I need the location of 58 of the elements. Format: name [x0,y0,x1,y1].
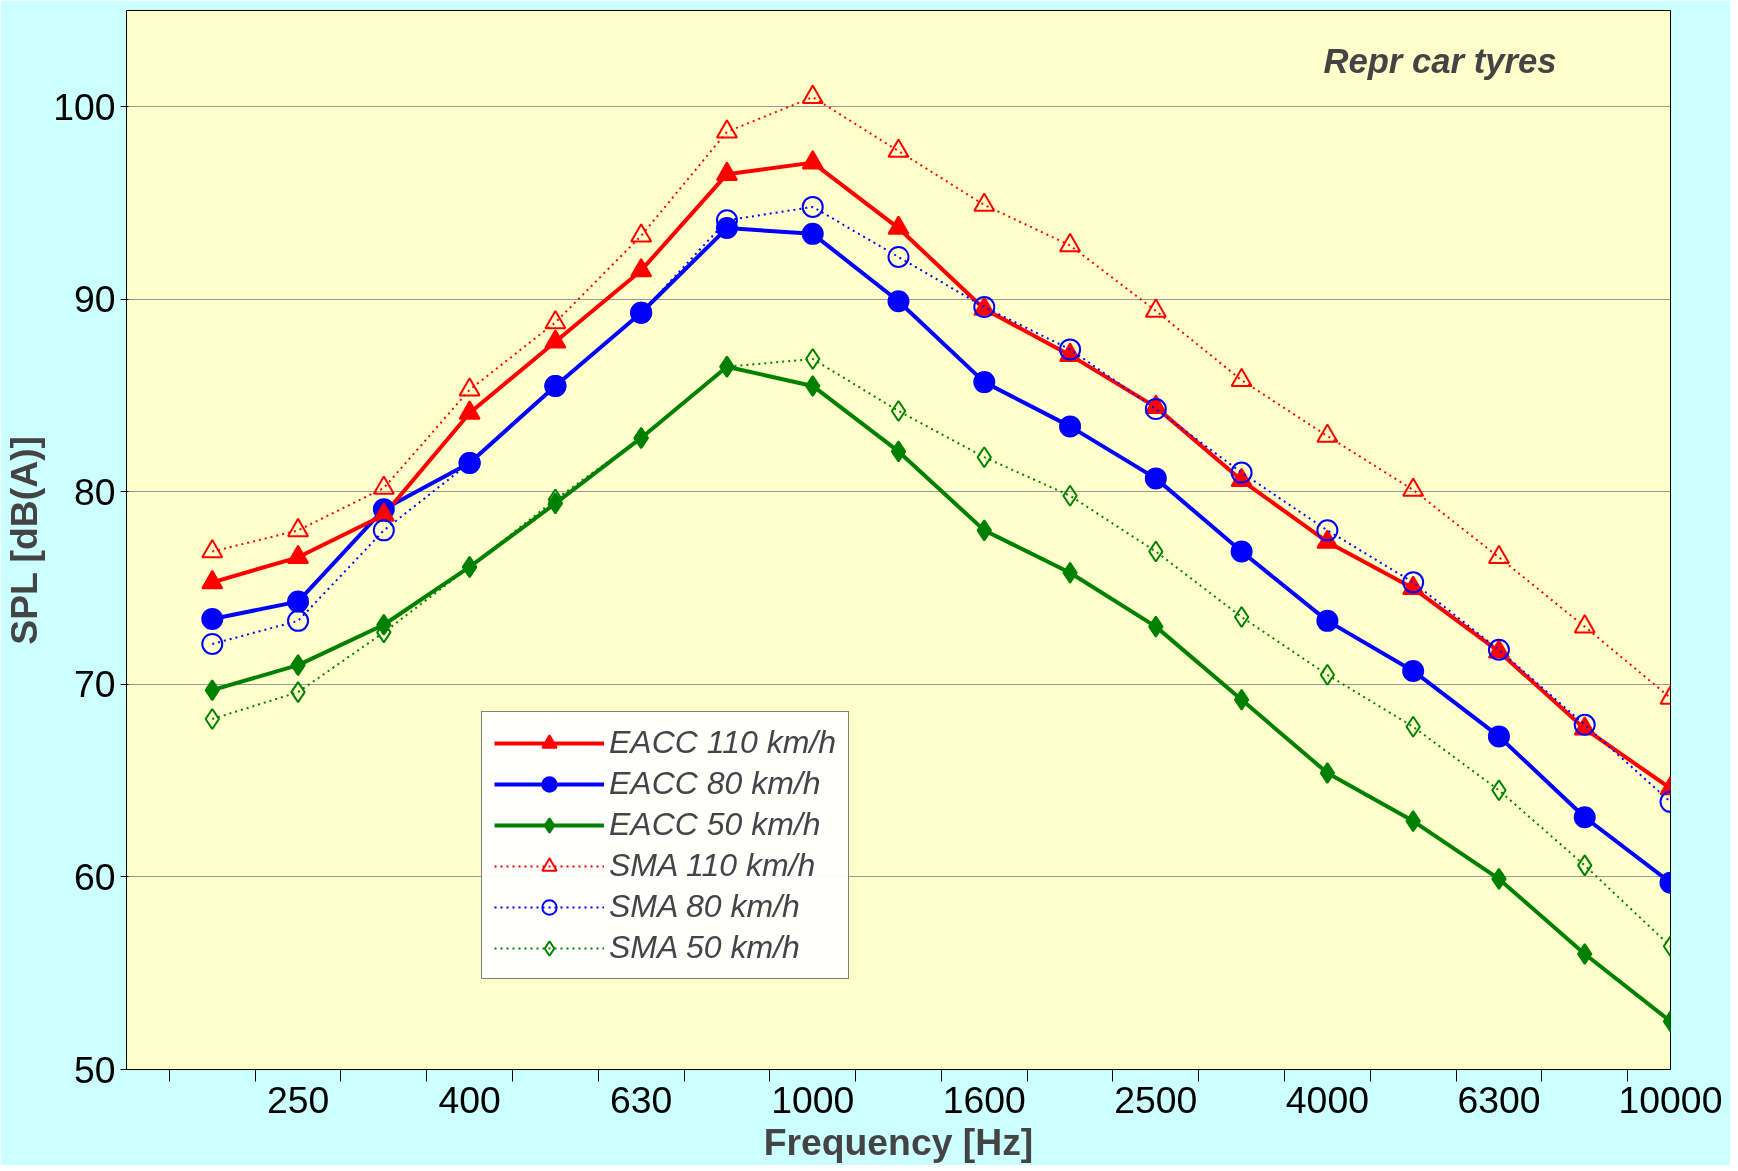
point [1059,415,1082,438]
point [1233,688,1250,711]
x-tick-label: 4000 [1285,1078,1369,1121]
point [1487,725,1510,748]
legend-label: EACC 80 km/h [609,765,821,802]
point [801,150,824,170]
x-tick-label: 2500 [1114,1078,1198,1121]
x-tick-label: 630 [610,1078,673,1121]
point [1316,609,1339,632]
point [887,245,910,268]
y-tick-label: 80 [73,470,116,513]
point [1573,806,1596,829]
x-tick-label: 10000 [1618,1078,1723,1121]
point [887,138,910,158]
point [1144,467,1167,490]
point [1059,232,1082,253]
point [1230,461,1253,484]
point [890,440,907,463]
y-tick-label: 60 [73,855,116,898]
point [973,371,996,394]
legend-label: EACC 110 km/h [609,724,837,761]
legend-label: SMA 110 km/h [609,847,816,884]
x-tick-label: 1000 [771,1078,855,1121]
annotation: Repr car tyres [1323,41,1557,80]
y-tick-label: 70 [73,663,116,706]
point [630,223,653,243]
point [544,329,567,349]
point [1316,519,1339,542]
x-tick-label: 6300 [1457,1078,1541,1121]
point [890,399,907,422]
y-tick-label: 90 [73,278,116,321]
y-tick-label: 50 [73,1048,116,1091]
point [287,590,310,613]
x-axis-title: Frequency [Hz] [763,1120,1034,1163]
x-tick-label: 1600 [942,1078,1026,1121]
point [1319,663,1336,686]
point [887,290,910,313]
point [201,632,224,655]
y-tick-label: 100 [53,85,116,128]
point [287,609,310,632]
legend-label: SMA 50 km/h [609,929,800,966]
point [801,195,824,218]
x-tick-label: 400 [438,1078,501,1121]
legend-label: EACC 50 km/h [609,806,821,843]
point [1144,398,1167,421]
legend-label: SMA 80 km/h [609,888,800,925]
point [1233,606,1250,629]
x-tick-label: 250 [266,1078,330,1121]
y-axis-title: SPL [dB(A)] [3,435,46,645]
point [1230,540,1253,563]
point [973,192,996,212]
point [372,519,395,542]
point [1319,761,1336,784]
point [715,119,738,139]
point [801,84,824,104]
point [201,607,224,630]
point [801,222,824,245]
point [1402,659,1425,682]
